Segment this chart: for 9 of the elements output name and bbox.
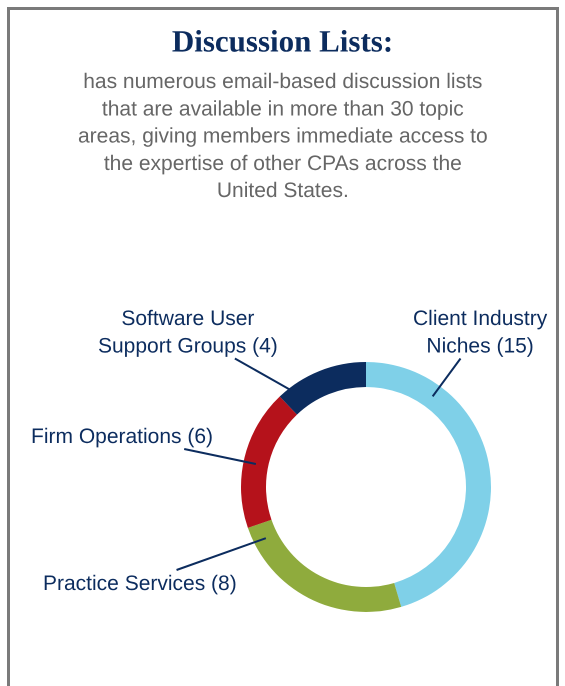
slice-label: Software User Support Groups (4) xyxy=(98,307,278,358)
chart-subtitle: has numerous email-based discussion lists that are available in more than 30 topic areas, giving members immediate access to the expertise of other CPAs across the United States. xyxy=(78,70,488,202)
donut-slice xyxy=(366,362,491,607)
slice-label: Firm Operations (6) xyxy=(31,425,214,448)
chart-title: Discussion Lists: xyxy=(172,24,394,59)
slice-label: Practice Services (8) xyxy=(43,572,237,595)
donut-slice xyxy=(248,520,402,612)
donut-slice xyxy=(241,396,297,528)
slice-label: Client Industry Niches (15) xyxy=(413,307,548,358)
